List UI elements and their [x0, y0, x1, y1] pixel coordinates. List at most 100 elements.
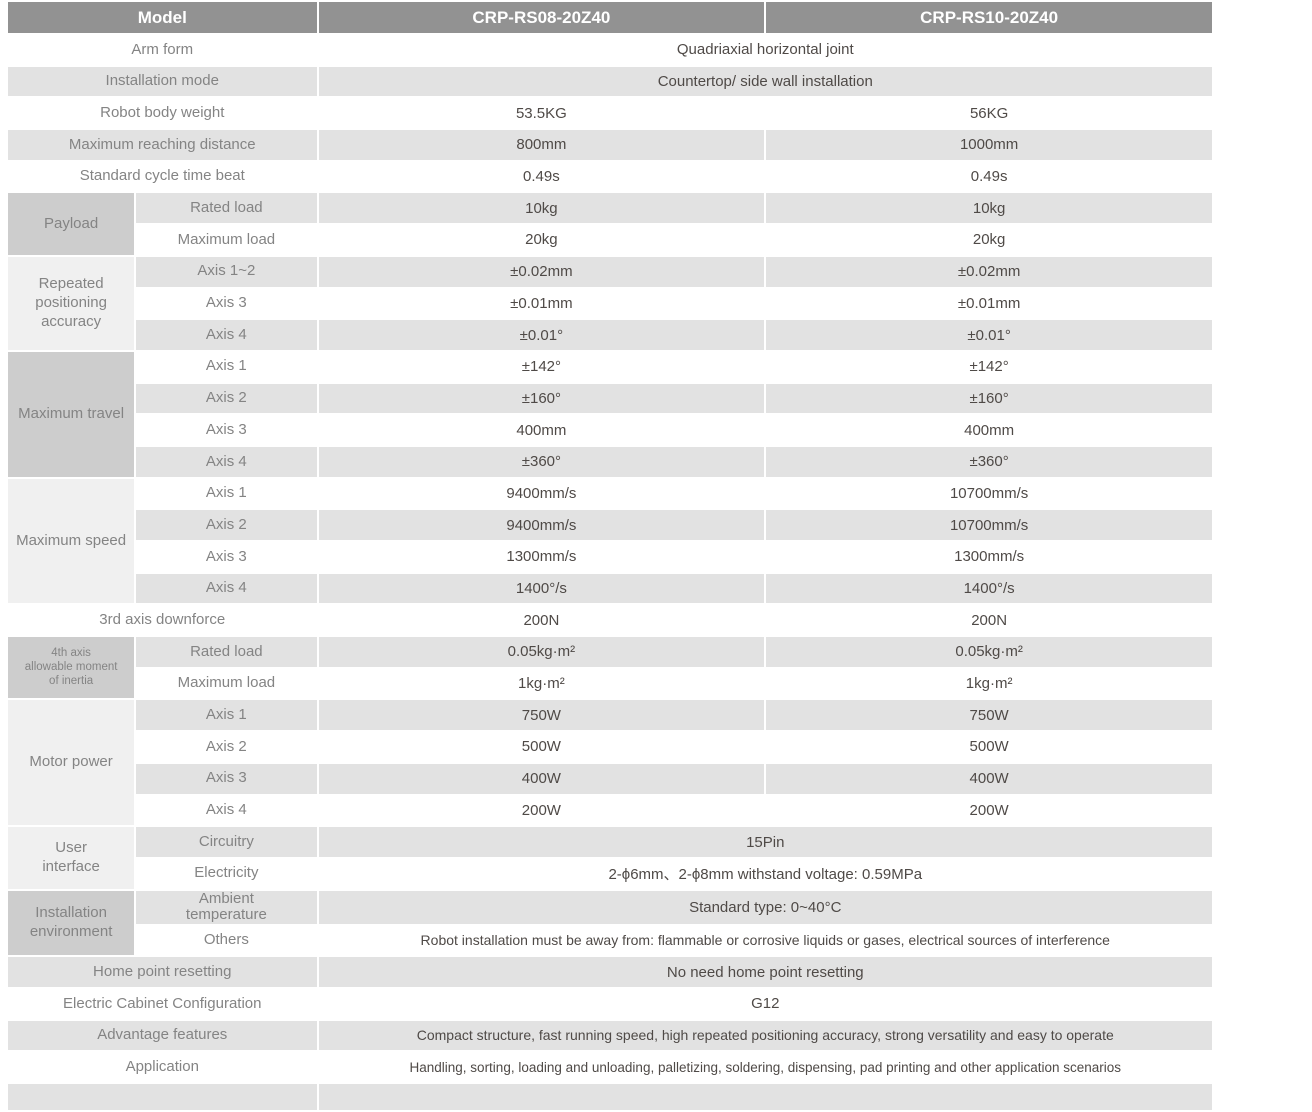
- value-cell: 800mm: [318, 130, 765, 160]
- row-label: Electric Cabinet Configuration: [8, 988, 317, 1019]
- table-row: Axis 3 1300mm/s 1300mm/s: [8, 542, 1212, 572]
- value-cell: Compact structure, fast running speed, h…: [318, 1020, 1212, 1051]
- value-cell: G12: [318, 988, 1212, 1019]
- value-cell: ±0.02mm: [766, 256, 1212, 287]
- partial-value-cell: [318, 1084, 1212, 1110]
- value-cell: 53.5KG: [318, 98, 765, 129]
- value-cell: Robot installation must be away from: fl…: [318, 925, 1212, 956]
- value-cell: 20kg: [766, 225, 1212, 255]
- table-row: Axis 4 ±360° ±360°: [8, 446, 1212, 477]
- row-label: 3rd axis downforce: [8, 605, 317, 636]
- row-label: Rated load: [136, 193, 317, 224]
- value-cell: 1400°/s: [318, 573, 765, 604]
- row-label: Maximum load: [136, 225, 317, 255]
- table-row: Axis 2 ±160° ±160°: [8, 383, 1212, 414]
- group-label: Maximum travel: [8, 351, 135, 477]
- row-label: Electricity: [136, 858, 317, 889]
- table-row: Application Handling, sorting, loading an…: [8, 1052, 1212, 1082]
- value-cell: 400mm: [318, 415, 765, 445]
- row-label: Axis 1: [136, 700, 317, 731]
- table-row: Maximum speed Axis 1 9400mm/s 10700mm/s: [8, 478, 1212, 604]
- row-label: Axis 2: [136, 383, 317, 414]
- row-label: Axis 4: [136, 446, 317, 477]
- header-row: Model CRP-RS08-20Z40 CRP-RS10-20Z40: [8, 2, 1212, 33]
- table-row: Installation environment Ambient temperat…: [8, 890, 1212, 956]
- group-label: 4th axis allowable moment of inertia: [8, 637, 135, 699]
- row-label: Others: [136, 925, 317, 956]
- group-label: Payload: [8, 193, 135, 255]
- row-label: Robot body weight: [8, 98, 317, 129]
- table-row: Axis 3 400mm 400mm: [8, 415, 1212, 445]
- table-row: Repeated positioning accuracy Axis 1~2 ±0.…: [8, 256, 1212, 350]
- table-row: Standard cycle time beat 0.49s 0.49s: [8, 161, 1212, 192]
- table-row: Axis 3 ±0.01mm ±0.01mm: [8, 288, 1212, 319]
- row-label: Installation mode: [8, 66, 317, 97]
- value-cell: Quadriaxial horizontal joint: [318, 35, 1212, 65]
- row-label: Arm form: [8, 35, 317, 65]
- row-label: Axis 3: [136, 288, 317, 319]
- partial-row: [8, 1084, 1212, 1110]
- value-cell: 200W: [766, 795, 1212, 826]
- value-cell: 1400°/s: [766, 573, 1212, 604]
- table-row: 3rd axis downforce 200N 200N: [8, 605, 1212, 636]
- row-label: Axis 1: [136, 351, 317, 382]
- row-label: Axis 1: [136, 478, 317, 509]
- row-label: Axis 2: [136, 732, 317, 762]
- value-cell: ±0.01°: [766, 320, 1212, 350]
- table-row: Home point resetting No need home point r…: [8, 957, 1212, 987]
- value-cell: 200N: [766, 605, 1212, 636]
- table-row: Axis 2 9400mm/s 10700mm/s: [8, 510, 1212, 540]
- group-label: Installation environment: [8, 890, 135, 956]
- value-cell: 20kg: [318, 225, 765, 255]
- row-label: Axis 4: [136, 320, 317, 350]
- value-cell: 400W: [318, 763, 765, 794]
- table-row: Payload Rated load 10kg 10kg: [8, 193, 1212, 255]
- value-cell: 400W: [766, 763, 1212, 794]
- value-cell: ±360°: [766, 446, 1212, 477]
- value-cell: 0.05kg·m²: [318, 637, 765, 667]
- row-label: Axis 4: [136, 795, 317, 826]
- value-cell: 56KG: [766, 98, 1212, 129]
- value-cell: 10700mm/s: [766, 510, 1212, 540]
- value-cell: 10kg: [318, 193, 765, 224]
- table-row: Maximum travel Axis 1 ±142° ±142°: [8, 351, 1212, 477]
- value-cell: 9400mm/s: [318, 510, 765, 540]
- value-cell: 500W: [318, 732, 765, 762]
- row-label: Axis 3: [136, 763, 317, 794]
- value-cell: 400mm: [766, 415, 1212, 445]
- value-cell: ±0.02mm: [318, 256, 765, 287]
- value-cell: 10700mm/s: [766, 478, 1212, 509]
- value-cell: 200W: [318, 795, 765, 826]
- value-cell: No need home point resetting: [318, 957, 1212, 987]
- value-cell: 0.05kg·m²: [766, 637, 1212, 667]
- group-label: Maximum speed: [8, 478, 135, 604]
- table-row: Axis 4 200W 200W: [8, 795, 1212, 826]
- table-row: User interface Circuitry 15Pin: [8, 827, 1212, 889]
- table-row: Robot body weight 53.5KG 56KG: [8, 98, 1212, 129]
- table-row: Electricity 2-ϕ6mm、2-ϕ8mm withstand volta…: [8, 858, 1212, 889]
- value-cell: Countertop/ side wall installation: [318, 66, 1212, 97]
- header-model-2: CRP-RS10-20Z40: [766, 2, 1212, 33]
- value-cell: 0.49s: [766, 161, 1212, 192]
- value-cell: Standard type: 0~40°C: [318, 890, 1212, 924]
- value-cell: 10kg: [766, 193, 1212, 224]
- value-cell: ±0.01mm: [318, 288, 765, 319]
- group-label: User interface: [8, 827, 135, 889]
- header-model-1: CRP-RS08-20Z40: [318, 2, 765, 33]
- table-row: Installation mode Countertop/ side wall i…: [8, 66, 1212, 97]
- row-label: Advantage features: [8, 1020, 317, 1051]
- value-cell: 750W: [766, 700, 1212, 731]
- value-cell: ±360°: [318, 446, 765, 477]
- value-cell: ±160°: [318, 383, 765, 414]
- table-row: Axis 4 ±0.01° ±0.01°: [8, 320, 1212, 350]
- group-label: Motor power: [8, 700, 135, 826]
- value-cell: 1kg·m²: [318, 668, 765, 699]
- value-cell: Handling, sorting, loading and unloading…: [318, 1052, 1212, 1082]
- row-label: Axis 3: [136, 542, 317, 572]
- value-cell: ±142°: [766, 351, 1212, 382]
- table-row: Arm form Quadriaxial horizontal joint: [8, 35, 1212, 65]
- table-row: Axis 3 400W 400W: [8, 763, 1212, 794]
- spec-table: Model CRP-RS08-20Z40 CRP-RS10-20Z40 Arm …: [6, 0, 1214, 1112]
- row-label: Circuitry: [136, 827, 317, 857]
- row-label: Axis 4: [136, 573, 317, 604]
